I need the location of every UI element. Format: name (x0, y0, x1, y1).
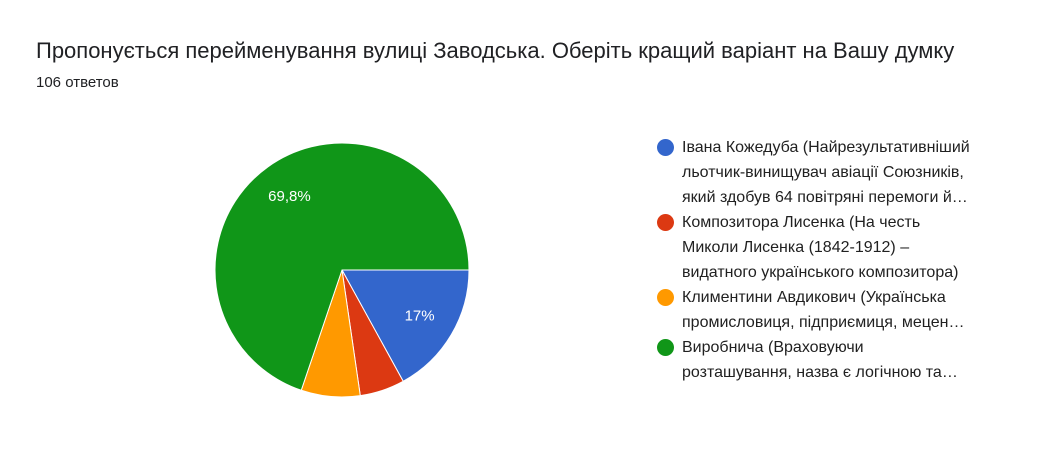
pie-slice-1[interactable] (341, 269, 470, 382)
response-count: 106 ответов (36, 74, 119, 91)
legend-label: Виробнича (Враховуючи розташування, назв… (682, 339, 958, 381)
chart-legend: Івана Кожедуба (Найрезультативніший льот… (657, 135, 970, 385)
pie-data-label-4: 69,8% (268, 188, 311, 205)
legend-label: Івана Кожедуба (Найрезультативніший льот… (682, 139, 970, 206)
pie-slices (214, 142, 470, 398)
legend-swatch-blue (657, 139, 674, 156)
legend-label: Композитора Лисенка (На честь Миколи Лис… (682, 214, 959, 281)
legend-swatch-orange (657, 289, 674, 306)
pie-data-label-1: 17% (405, 307, 435, 324)
legend-item-ivana-kozheduba[interactable]: Івана Кожедуба (Найрезультативніший льот… (657, 135, 970, 210)
pie-slice-4[interactable] (214, 142, 470, 391)
legend-item-klymentyny-avdykovych[interactable]: Климентини Авдикович (Українська промисл… (657, 285, 970, 335)
legend-swatch-green (657, 339, 674, 356)
legend-label: Климентини Авдикович (Українська промисл… (682, 289, 965, 331)
legend-swatch-red (657, 214, 674, 231)
pie-data-labels: 17% 69,8% (268, 188, 434, 324)
legend-item-vyrobnycha[interactable]: Виробнича (Враховуючи розташування, назв… (657, 335, 970, 385)
chart-title: Пропонується перейменування вулиці Завод… (36, 38, 955, 63)
legend-item-kompozytora-lysenka[interactable]: Композитора Лисенка (На честь Миколи Лис… (657, 210, 970, 285)
